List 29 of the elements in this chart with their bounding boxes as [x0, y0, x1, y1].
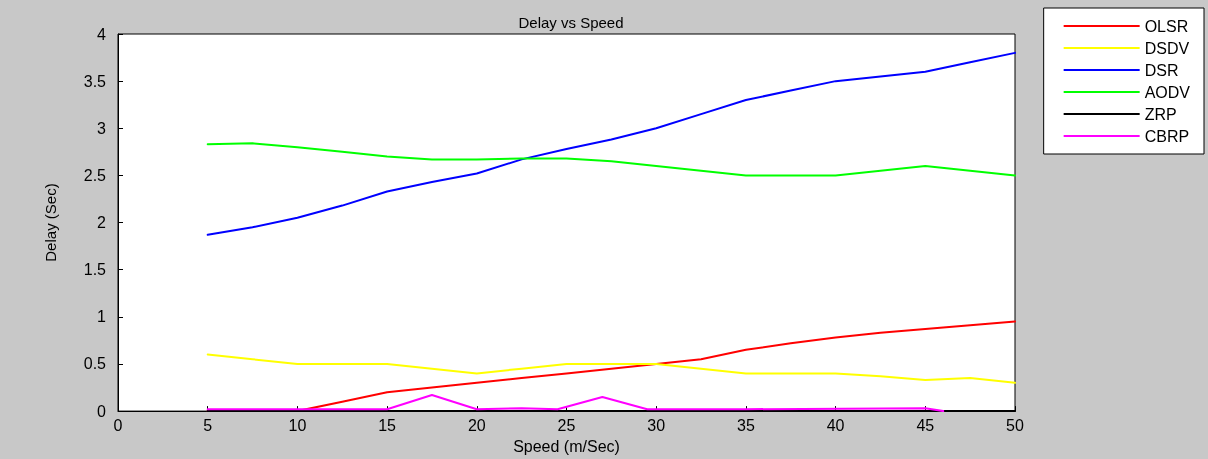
y-tick-label: 0 [97, 402, 107, 420]
legend-label: DSDV [1144, 39, 1190, 57]
x-tick-label: 40 [826, 416, 845, 434]
y-tick-label: 4 [97, 25, 107, 43]
x-tick-label: 20 [467, 416, 486, 434]
x-tick-label: 25 [557, 416, 576, 434]
y-tick-label: 1 [97, 308, 107, 326]
x-tick-label: 5 [203, 416, 213, 434]
y-tick-label: 2.5 [83, 166, 107, 184]
x-tick-label: 50 [1006, 416, 1024, 434]
y-tick-label: 3 [97, 119, 107, 137]
x-tick-label: 15 [378, 416, 397, 434]
x-tick-label: 30 [647, 416, 666, 434]
y-tick-label: 2 [97, 214, 107, 232]
legend-label: ZRP [1144, 105, 1177, 123]
x-tick-label: 35 [737, 416, 755, 434]
legend-label: OLSR [1144, 17, 1189, 35]
legend-label: AODV [1144, 83, 1191, 101]
y-tick-label: 3.5 [83, 72, 107, 90]
x-tick-label: 0 [113, 416, 123, 434]
y-tick-label: 0.5 [83, 355, 107, 373]
chart-title: Delay vs Speed [518, 14, 624, 31]
legend-label: DSR [1144, 61, 1179, 79]
x-tick-label: 45 [916, 416, 935, 434]
x-tick-label: 10 [288, 416, 307, 434]
y-axis-title: Delay (Sec) [42, 183, 59, 262]
legend-label: CBRP [1144, 127, 1190, 145]
y-tick-label: 1.5 [83, 261, 107, 279]
x-axis-title: Speed (m/Sec) [513, 437, 620, 455]
